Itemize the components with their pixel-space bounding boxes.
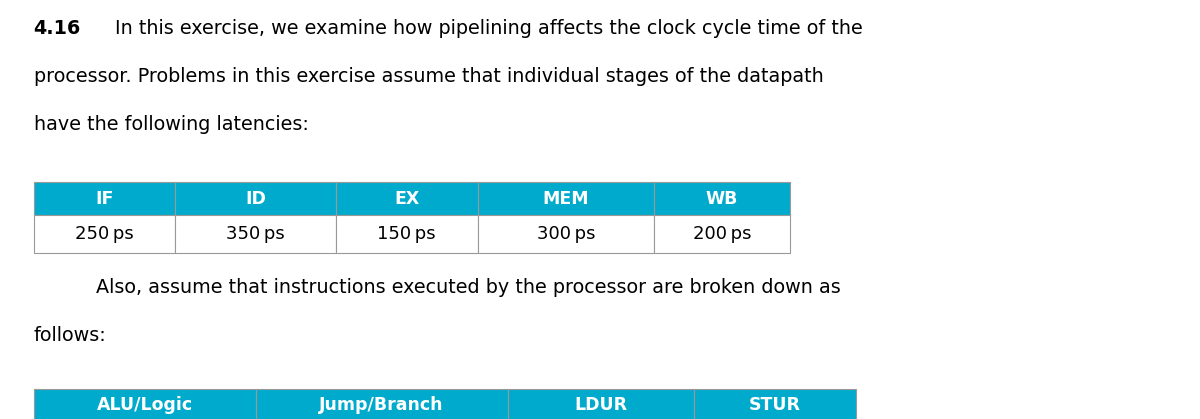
Text: have the following latencies:: have the following latencies: <box>34 115 308 134</box>
FancyBboxPatch shape <box>336 215 478 253</box>
FancyBboxPatch shape <box>175 215 336 253</box>
FancyBboxPatch shape <box>654 182 790 215</box>
Text: IF: IF <box>95 190 114 207</box>
Text: ID: ID <box>245 190 266 207</box>
Text: Jump/Branch: Jump/Branch <box>319 396 444 414</box>
FancyBboxPatch shape <box>256 389 508 419</box>
Text: LDUR: LDUR <box>574 396 628 414</box>
FancyBboxPatch shape <box>478 215 654 253</box>
Text: 300 ps: 300 ps <box>536 225 595 243</box>
Text: STUR: STUR <box>749 396 800 414</box>
Text: 250 ps: 250 ps <box>76 225 133 243</box>
FancyBboxPatch shape <box>34 215 175 253</box>
FancyBboxPatch shape <box>336 182 478 215</box>
Text: processor. Problems in this exercise assume that individual stages of the datapa: processor. Problems in this exercise ass… <box>34 67 823 86</box>
FancyBboxPatch shape <box>694 389 856 419</box>
FancyBboxPatch shape <box>508 389 694 419</box>
Text: 150 ps: 150 ps <box>378 225 436 243</box>
FancyBboxPatch shape <box>34 389 256 419</box>
FancyBboxPatch shape <box>175 182 336 215</box>
FancyBboxPatch shape <box>654 215 790 253</box>
Text: 4.16: 4.16 <box>34 19 80 38</box>
Text: MEM: MEM <box>542 190 589 207</box>
Text: In this exercise, we examine how pipelining affects the clock cycle time of the: In this exercise, we examine how pipelin… <box>115 19 863 38</box>
Text: follows:: follows: <box>34 326 107 345</box>
Text: WB: WB <box>706 190 738 207</box>
Text: 350 ps: 350 ps <box>227 225 284 243</box>
Text: EX: EX <box>394 190 420 207</box>
FancyBboxPatch shape <box>478 182 654 215</box>
Text: Also, assume that instructions executed by the processor are broken down as: Also, assume that instructions executed … <box>96 278 841 297</box>
Text: ALU/Logic: ALU/Logic <box>96 396 193 414</box>
FancyBboxPatch shape <box>34 182 175 215</box>
Text: 200 ps: 200 ps <box>692 225 751 243</box>
